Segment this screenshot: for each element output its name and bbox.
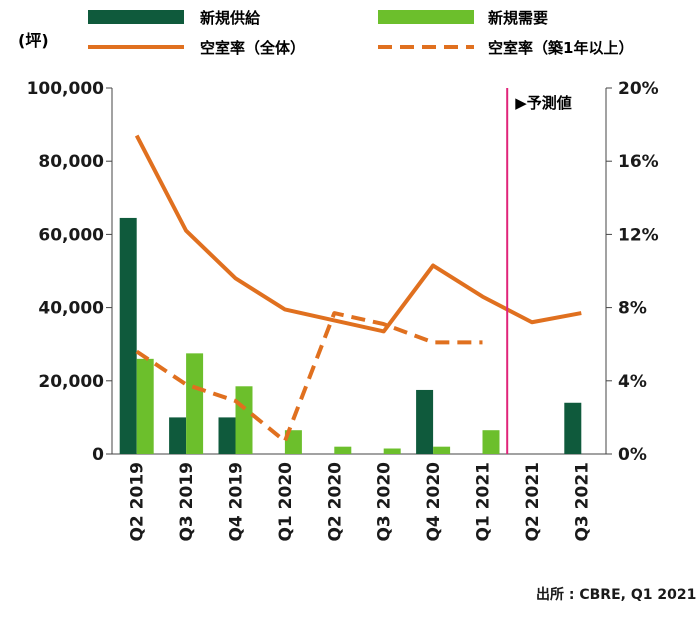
bar-new-supply xyxy=(416,389,434,454)
right-tick-label: 12% xyxy=(618,225,659,245)
right-tick-label: 16% xyxy=(618,152,659,172)
left-tick-label: 20,000 xyxy=(38,372,104,392)
line-vacancy-total xyxy=(134,134,582,334)
right-tick-label: 4% xyxy=(618,372,647,392)
legend-label-new-demand: 新規需要 xyxy=(488,9,548,27)
category-label: Q3 2021 xyxy=(572,462,592,542)
left-axis-unit: (坪) xyxy=(18,31,49,50)
bar-new-demand xyxy=(482,430,500,454)
category-label: Q4 2019 xyxy=(227,462,247,542)
bar-new-supply xyxy=(119,217,137,454)
bar-new-demand xyxy=(136,358,154,454)
bar-new-supply xyxy=(169,417,187,454)
left-tick-label: 100,000 xyxy=(27,79,105,99)
bar-new-demand xyxy=(433,446,451,454)
left-tick-label: 40,000 xyxy=(38,299,104,319)
category-label: Q1 2021 xyxy=(474,462,494,542)
category-label: Q2 2021 xyxy=(523,462,543,542)
bar-new-demand xyxy=(334,446,352,454)
category-label: Q3 2019 xyxy=(177,462,197,542)
category-label: Q2 2019 xyxy=(128,462,148,542)
left-axis-ticks: 0 20,000 40,000 60,000 80,000 100,000 xyxy=(27,79,112,465)
category-labels: Q2 2019 Q3 2019 Q4 2019 Q1 2020 Q2 2020 Q3 20… xyxy=(128,462,593,542)
legend-label-new-supply: 新規供給 xyxy=(200,9,261,27)
category-label: Q1 2020 xyxy=(276,462,296,542)
legend-label-vacancy-total: 空室率（全体） xyxy=(200,39,305,57)
legend: 新規供給 新規需要 空室率（全体） 空室率（築1年以上） xyxy=(88,9,633,57)
right-tick-label: 8% xyxy=(618,299,647,319)
bar-new-demand xyxy=(235,386,253,454)
lines-group xyxy=(134,134,582,444)
category-label: Q4 2020 xyxy=(424,462,444,542)
line-vacancy-1yr xyxy=(135,311,483,444)
category-label: Q3 2020 xyxy=(375,462,395,542)
legend-swatch-new-supply xyxy=(88,10,184,24)
bar-new-demand xyxy=(383,448,401,454)
left-tick-label: 0 xyxy=(92,445,104,465)
source-note: 出所 : CBRE, Q1 2021 xyxy=(536,587,697,603)
bars-group xyxy=(119,217,582,454)
right-tick-label: 0% xyxy=(618,445,647,465)
forecast-label: ▶予測値 xyxy=(515,94,572,112)
category-label: Q2 2020 xyxy=(325,462,345,542)
legend-swatch-new-demand xyxy=(378,10,474,24)
bar-new-supply xyxy=(564,402,582,454)
right-axis-ticks: 0% 4% 8% 12% 16% 20% xyxy=(606,79,659,465)
left-tick-label: 80,000 xyxy=(38,152,104,172)
bar-new-supply xyxy=(218,417,236,454)
legend-label-vacancy-1yr: 空室率（築1年以上） xyxy=(488,39,633,57)
right-tick-label: 20% xyxy=(618,79,659,99)
left-tick-label: 60,000 xyxy=(38,225,104,245)
bar-new-demand xyxy=(186,353,204,454)
bar-new-demand xyxy=(284,430,302,454)
